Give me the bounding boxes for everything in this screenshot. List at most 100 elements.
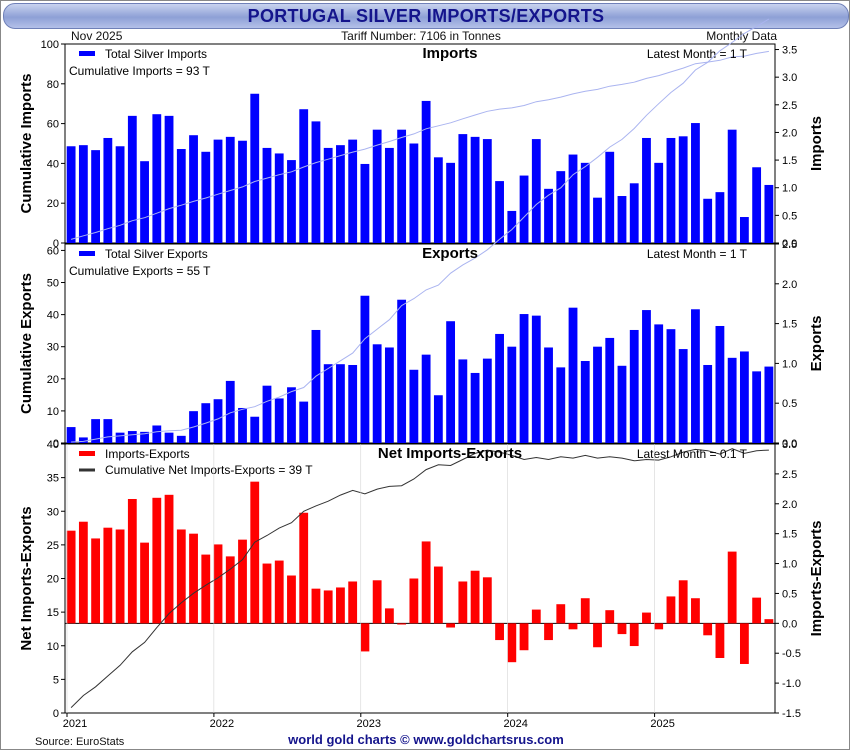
exports-bar: [66, 427, 76, 443]
net-left-tick-label: 10: [47, 641, 59, 653]
title-bar: PORTUGAL SILVER IMPORTS/EXPORTS: [3, 3, 849, 29]
x-tick-label: 2021: [63, 718, 87, 730]
net-bar: [519, 623, 529, 651]
exports-left-tick-label: 50: [47, 278, 59, 290]
net-bar: [115, 529, 125, 624]
exports-bar: [311, 329, 321, 443]
net-bar: [323, 590, 333, 624]
exports-bar: [458, 359, 468, 443]
exports-bar: [605, 337, 615, 443]
net-right-tick-label: 2.5: [782, 469, 797, 481]
net-bar: [78, 521, 88, 624]
imports-panel-title: Imports: [422, 45, 477, 62]
net-bar: [348, 581, 358, 624]
imports-right-tick-label: 0.0: [782, 238, 797, 250]
imports-left-tick-label: 20: [47, 198, 59, 210]
net-right-axis-title: Imports-Exports: [808, 521, 825, 637]
net-bar: [201, 554, 211, 624]
imports-bar: [433, 157, 443, 243]
net-bar: [482, 577, 492, 624]
imports-bar: [115, 146, 125, 243]
imports-bar: [421, 100, 431, 243]
imports-bar: [580, 162, 590, 243]
net-right-tick-label: 0.0: [782, 618, 797, 630]
credit-line: world gold charts © www.goldchartsrus.co…: [288, 732, 564, 747]
imports-bar: [140, 161, 149, 243]
imports-left-tick-label: 40: [47, 158, 59, 170]
exports-bar: [433, 395, 443, 443]
exports-bar: [531, 315, 541, 443]
net-bar: [152, 497, 162, 624]
net-bar: [507, 623, 517, 663]
imports-left-axis-title: Cumulative Imports: [18, 73, 35, 213]
imports-bar: [176, 149, 186, 243]
exports-bar: [470, 372, 480, 443]
net-bar: [470, 570, 480, 624]
imports-bar: [691, 123, 700, 243]
exports-bar: [507, 346, 517, 443]
imports-bar: [238, 140, 247, 243]
imports-bar: [495, 181, 504, 243]
net-bar: [372, 580, 382, 624]
net-bar: [593, 623, 602, 648]
exports-bar: [140, 431, 149, 443]
exports-bar: [703, 364, 713, 443]
net-bar: [140, 542, 149, 624]
exports-bar: [727, 357, 737, 443]
net-bar: [360, 623, 370, 652]
imports-bar: [605, 151, 615, 243]
exports-cumulative-line: [71, 18, 770, 443]
net-bar: [397, 623, 407, 625]
exports-bar: [250, 416, 260, 443]
net-right-tick-label: -1.5: [782, 708, 801, 720]
imports-left-tick-label: 60: [47, 119, 59, 131]
exports-bar: [739, 351, 749, 443]
imports-bar: [593, 197, 602, 243]
exports-bar: [421, 354, 431, 443]
imports-cumulative-line: [70, 50, 769, 240]
net-bar: [715, 623, 725, 659]
imports-bar: [311, 121, 321, 243]
imports-bar: [384, 147, 394, 243]
imports-right-tick-label: 1.0: [782, 183, 797, 195]
exports-left-tick-label: 10: [47, 406, 59, 418]
imports-cumulative-label: Cumulative Imports = 93 T: [69, 64, 211, 78]
net-bar: [287, 575, 296, 624]
net-bar: [164, 494, 174, 624]
exports-bar: [715, 325, 725, 443]
imports-bar: [189, 135, 198, 243]
imports-bar: [91, 150, 101, 243]
net-left-tick-label: 0: [53, 708, 59, 720]
imports-bar: [654, 162, 664, 243]
exports-bar: [372, 344, 382, 443]
exports-bar: [556, 367, 566, 443]
imports-latest-month: Latest Month = 1 T: [647, 47, 748, 61]
net-bar: [654, 623, 664, 630]
imports-bar: [250, 93, 260, 243]
x-tick-label: 2023: [357, 718, 381, 730]
imports-right-axis-title: Imports: [808, 116, 825, 171]
net-bar: [764, 619, 774, 624]
net-bar: [556, 604, 566, 624]
net-left-tick-label: 35: [47, 473, 59, 485]
imports-bar: [678, 136, 688, 243]
imports-left-tick-label: 0: [53, 238, 59, 250]
net-bar: [189, 533, 198, 624]
x-tick-label: 2025: [650, 718, 674, 730]
exports-left-tick-label: 30: [47, 342, 59, 354]
imports-bar: [336, 145, 345, 243]
imports-bar: [544, 188, 553, 243]
net-bar: [531, 609, 541, 624]
x-tick-label: 2024: [503, 718, 527, 730]
imports-bar: [727, 129, 737, 243]
net-bar: [238, 539, 247, 624]
net-bar: [580, 598, 590, 624]
exports-bar: [164, 432, 174, 443]
exports-bar: [287, 387, 296, 443]
exports-bar: [336, 364, 345, 443]
net-bar: [617, 623, 627, 635]
exports-bar: [446, 321, 456, 443]
exports-bar: [593, 346, 602, 443]
net-bar: [103, 527, 113, 624]
exports-bar: [299, 401, 309, 443]
